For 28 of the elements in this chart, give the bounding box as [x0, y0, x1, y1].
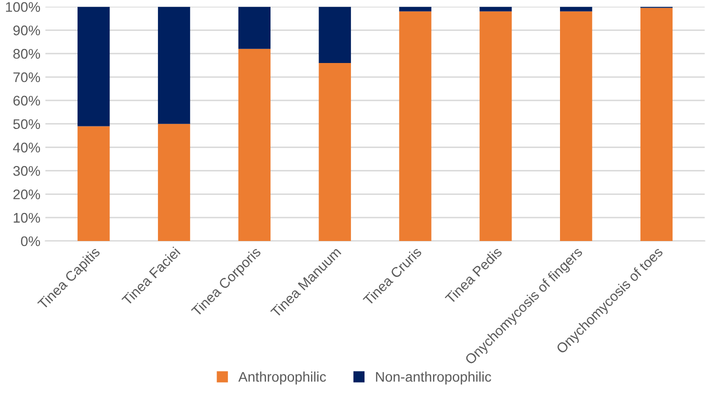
- legend-label: Non-anthropophilic: [376, 372, 492, 384]
- bar: [399, 6, 432, 12]
- bar: [480, 11, 512, 241]
- y-tick-label: 20%: [13, 189, 40, 200]
- y-tick-label: 50%: [13, 119, 40, 130]
- y-tick-label: 60%: [13, 96, 40, 106]
- y-tick-label: 30%: [13, 166, 40, 176]
- bar: [560, 6, 592, 12]
- y-tick-label: 0%: [20, 236, 40, 246]
- bar: [640, 8, 673, 241]
- bar: [78, 6, 110, 126]
- bar: [318, 6, 351, 63]
- bar: [399, 11, 432, 241]
- y-tick-label: 10%: [14, 212, 40, 223]
- legend-label: Anthropophilic: [238, 372, 326, 384]
- bar: [238, 6, 271, 49]
- bar: [158, 124, 190, 241]
- bar: [560, 11, 592, 241]
- y-tick-label: 90%: [13, 26, 40, 36]
- bar: [158, 6, 190, 124]
- y-tick-label: 70%: [13, 72, 40, 82]
- bar: [238, 48, 271, 241]
- y-tick-label: 100%: [6, 2, 40, 12]
- bar: [78, 126, 110, 241]
- y-tick-label: 80%: [13, 48, 40, 59]
- bar: [318, 62, 351, 241]
- bar: [480, 6, 512, 12]
- y-tick-label: 40%: [13, 142, 40, 152]
